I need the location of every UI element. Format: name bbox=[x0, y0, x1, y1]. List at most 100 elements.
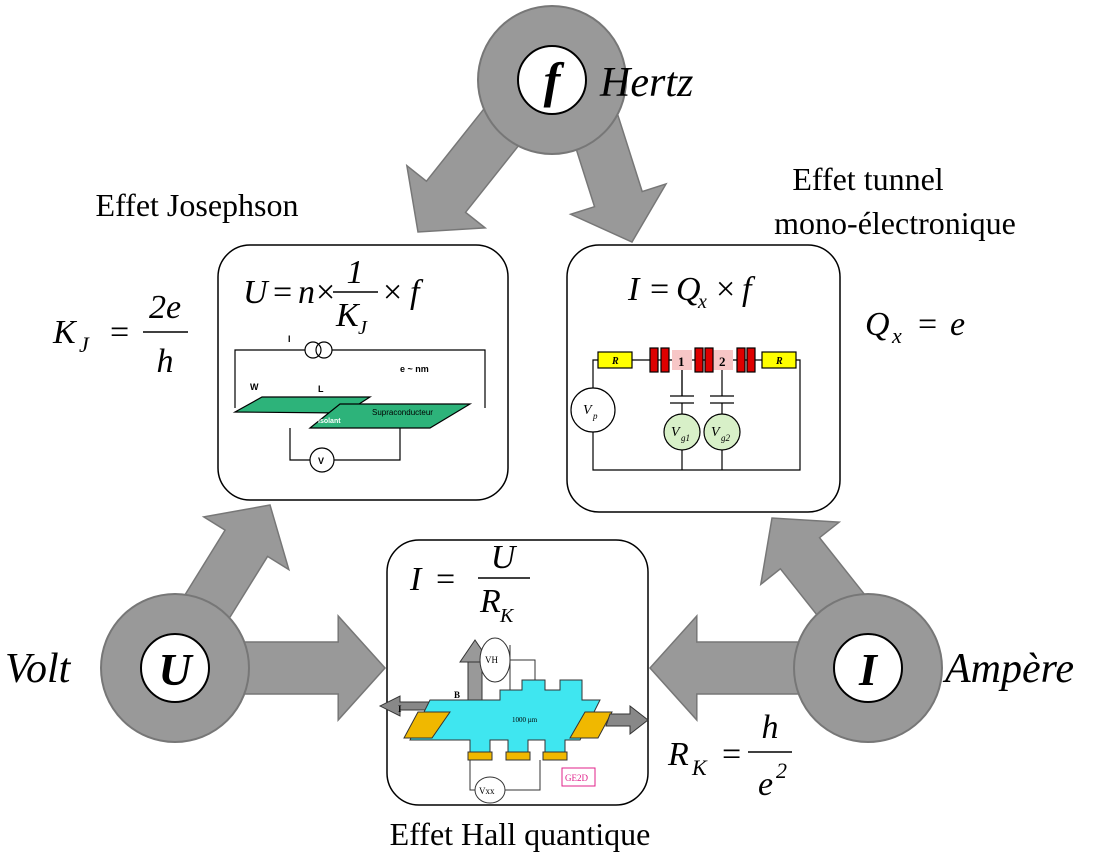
f-term: K bbox=[335, 297, 361, 334]
c-term: J bbox=[79, 332, 90, 357]
node-f: f bbox=[477, 5, 627, 155]
c-term: 2 bbox=[776, 758, 787, 783]
node-core bbox=[140, 633, 210, 703]
f-term: n bbox=[298, 274, 315, 311]
f-term: I bbox=[409, 561, 423, 598]
wire bbox=[234, 349, 305, 408]
label: p bbox=[592, 411, 598, 421]
constant: R K = h e 2 bbox=[667, 709, 792, 803]
label: e ~ nm bbox=[400, 364, 429, 374]
constant: Q x = e bbox=[865, 306, 965, 348]
effect-title: Effet Josephson bbox=[96, 187, 299, 223]
c-term: h bbox=[157, 343, 174, 380]
source bbox=[703, 413, 741, 451]
label: B bbox=[454, 690, 460, 700]
field-arrow bbox=[467, 659, 483, 706]
node-symbol: I bbox=[858, 644, 879, 695]
c-term: K bbox=[52, 314, 78, 351]
contact bbox=[505, 751, 531, 761]
c-term: h bbox=[762, 709, 779, 746]
unit: Volt bbox=[5, 646, 72, 692]
source bbox=[663, 413, 701, 451]
label: VH bbox=[485, 655, 498, 665]
c-term: Q bbox=[865, 306, 890, 343]
flow-arrow bbox=[182, 504, 291, 625]
junction bbox=[736, 347, 746, 373]
f-term: I bbox=[627, 271, 641, 308]
c-term: K bbox=[691, 755, 708, 780]
c-term: = bbox=[722, 736, 741, 773]
resistor bbox=[761, 351, 797, 369]
junction bbox=[660, 347, 670, 373]
label: V bbox=[583, 403, 593, 418]
label: W bbox=[250, 382, 259, 392]
wire bbox=[670, 370, 734, 470]
f-term: U bbox=[491, 539, 518, 576]
voltmeter bbox=[474, 776, 506, 804]
node-i: I bbox=[793, 593, 943, 743]
hall-device bbox=[378, 637, 649, 804]
junction bbox=[704, 347, 714, 373]
flow-arrow bbox=[648, 614, 809, 722]
f-term: U bbox=[243, 274, 270, 311]
effect-box bbox=[386, 539, 649, 806]
wire bbox=[334, 428, 401, 461]
voltmeter bbox=[479, 637, 511, 683]
wire bbox=[332, 349, 486, 408]
label: GE2D bbox=[565, 773, 588, 783]
slab bbox=[308, 403, 473, 429]
f-term: x bbox=[697, 291, 707, 313]
node-symbol: f bbox=[544, 52, 565, 108]
junction bbox=[694, 347, 704, 373]
contact bbox=[569, 711, 613, 739]
label: Isolant bbox=[318, 418, 341, 425]
flow-arrow bbox=[234, 614, 387, 722]
contact bbox=[542, 751, 568, 761]
wire bbox=[289, 428, 310, 461]
label: V bbox=[711, 425, 721, 440]
label: I bbox=[398, 704, 402, 714]
f-term: J bbox=[358, 317, 368, 339]
effect-box bbox=[566, 244, 841, 513]
island bbox=[713, 350, 733, 370]
c-term: e bbox=[758, 766, 773, 803]
node-symbol: U bbox=[158, 644, 194, 695]
tunnel-circuit bbox=[570, 347, 801, 471]
c-term: = bbox=[110, 314, 129, 351]
label: R bbox=[775, 356, 783, 367]
node-u: U bbox=[100, 593, 250, 743]
formula: I = U R K bbox=[409, 539, 530, 627]
effect-title: mono-électronique bbox=[774, 205, 1016, 241]
label: R bbox=[611, 356, 619, 367]
label: V bbox=[318, 456, 324, 466]
label: g2 bbox=[721, 433, 731, 443]
formula: I = Q x × f bbox=[627, 271, 756, 313]
circuit-labels: VH B I 1000 µm Vxx GE2D bbox=[398, 655, 588, 796]
island bbox=[672, 350, 692, 370]
effect-title: Effet tunnel bbox=[792, 161, 943, 197]
label: Vxx bbox=[479, 786, 495, 796]
label: 1 bbox=[678, 354, 685, 369]
unit: Ampère bbox=[942, 646, 1074, 692]
c-term: 2e bbox=[149, 289, 181, 326]
label: 2 bbox=[719, 354, 726, 369]
arrows bbox=[182, 93, 866, 722]
c-term: = bbox=[918, 306, 937, 343]
c-term: R bbox=[667, 736, 689, 773]
label: g1 bbox=[681, 433, 690, 443]
current-arrow bbox=[605, 704, 649, 736]
circuit-labels: I e ~ nm W L Isolant Supraconducteur V bbox=[250, 334, 433, 466]
source bbox=[570, 387, 616, 433]
node-core bbox=[833, 633, 903, 703]
label: V bbox=[671, 425, 681, 440]
f-term: R bbox=[479, 583, 501, 620]
node-core bbox=[517, 45, 587, 115]
f-term: Q bbox=[676, 271, 701, 308]
formula: U = n × 1 K J × f bbox=[243, 254, 424, 339]
label: Supraconducteur bbox=[372, 408, 433, 417]
josephson-circuit bbox=[232, 341, 486, 473]
unit: Hertz bbox=[599, 60, 693, 106]
f-term: = bbox=[650, 271, 669, 308]
f-term: = bbox=[436, 561, 455, 598]
